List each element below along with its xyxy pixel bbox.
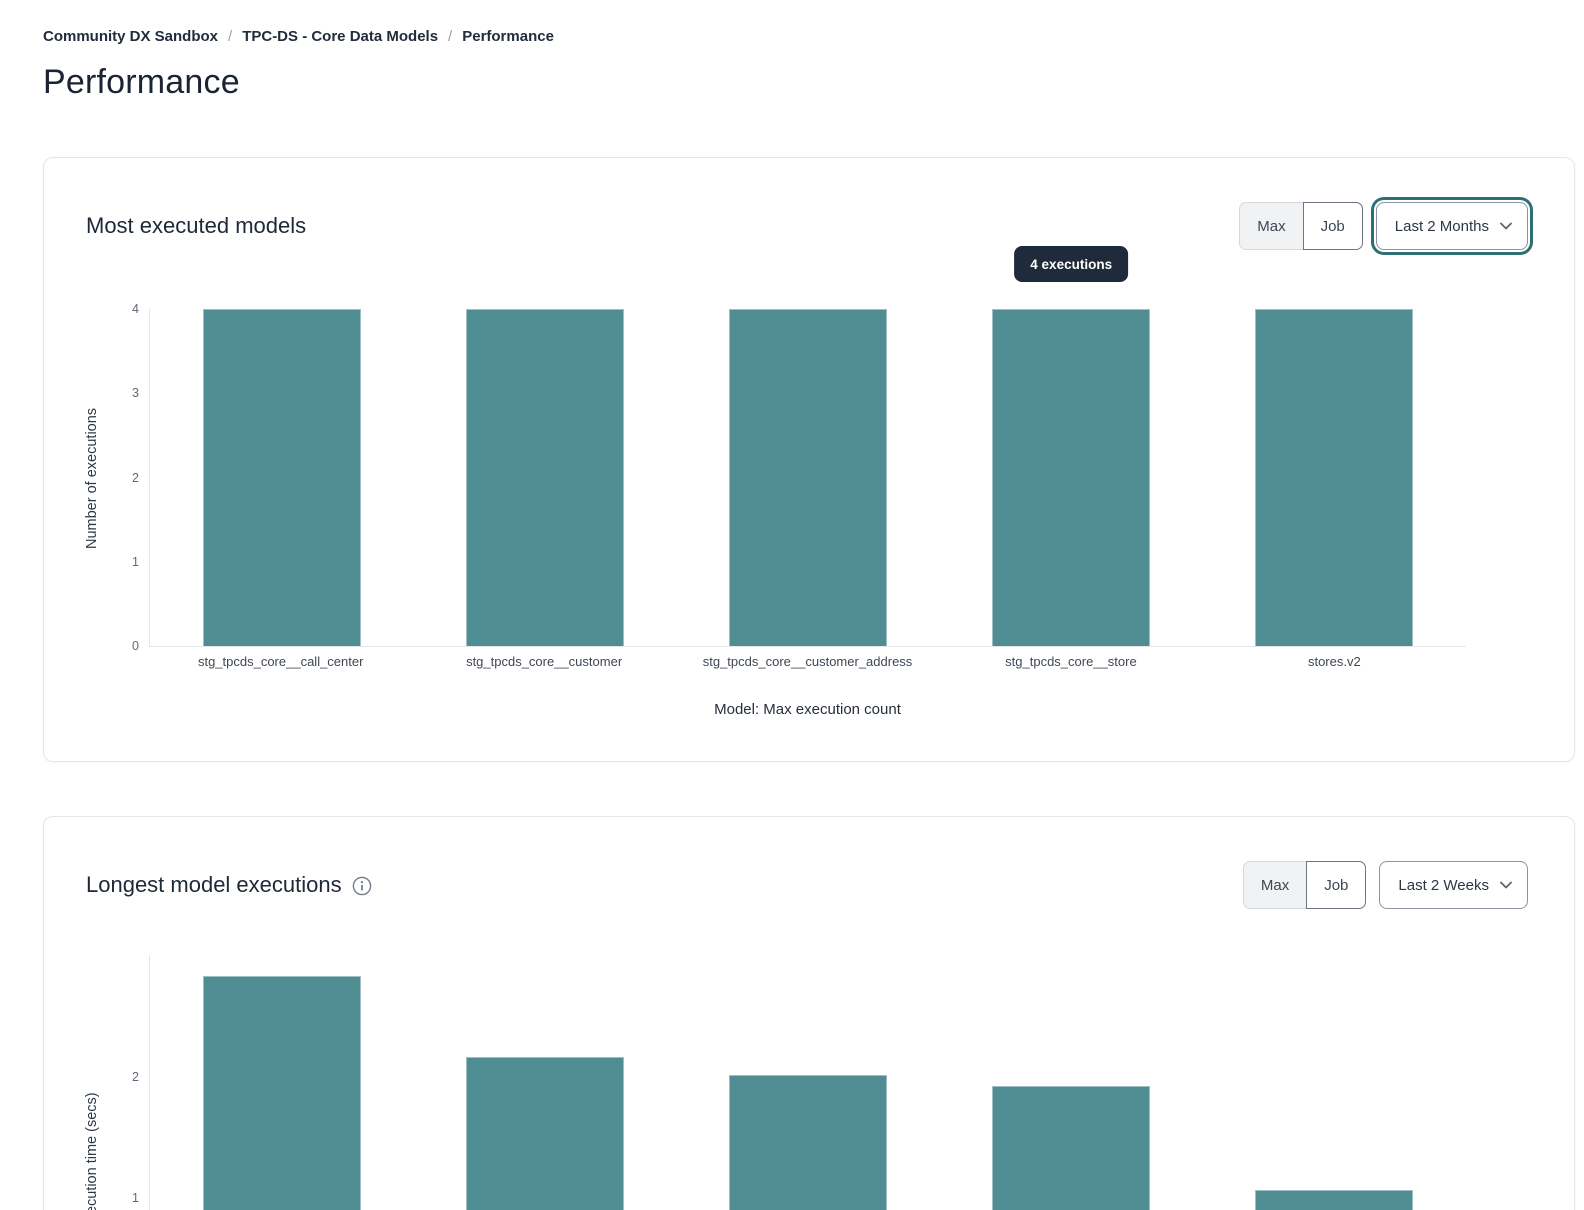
x-category-label: stores.v2 [1307, 654, 1361, 669]
page-title: Performance [43, 63, 240, 101]
max-toggle-button[interactable]: Max [1239, 202, 1303, 250]
card-title-longest-executions: Longest model executions [86, 872, 342, 897]
bar-model-3[interactable] [729, 1075, 887, 1210]
card-header: Most executed models Max Job Last 2 Mont… [44, 158, 1574, 250]
job-toggle-button[interactable]: Job [1302, 202, 1363, 250]
bars-layer [150, 955, 1466, 1210]
card-header: Longest model executions Max Job Last 2 … [44, 817, 1574, 909]
bar-model-1[interactable] [202, 975, 361, 1210]
x-axis-labels: stg_tpcds_core__call_center stg_tpcds_cor… [149, 654, 1466, 669]
plot-area: 0 1 2 3 4 4 executions [132, 246, 1466, 653]
time-range-value: Last 2 Weeks [1398, 876, 1489, 894]
bar-stores.v2[interactable] [1255, 309, 1414, 646]
chart-controls: Max Job Last 2 Months [1239, 202, 1528, 250]
info-icon[interactable] [352, 876, 372, 896]
bars-layer [150, 309, 1466, 646]
breadcrumb-item-data-models[interactable]: TPC-DS - Core Data Models [242, 28, 439, 45]
bar-model-5[interactable] [1255, 1189, 1414, 1210]
bar-stg_tpcds_core__store[interactable] [992, 309, 1151, 646]
bar-cell [1203, 309, 1466, 646]
chevron-down-icon [1500, 222, 1512, 230]
bar-stg_tpcds_core__call_center[interactable] [202, 309, 361, 646]
chevron-down-icon [1500, 881, 1512, 889]
y-axis-title: Execution time (secs) [84, 1092, 100, 1210]
bar-cell [940, 309, 1203, 646]
bar-cell [1203, 955, 1466, 1210]
most-executed-models-card: Most executed models Max Job Last 2 Mont… [43, 157, 1575, 762]
x-axis-title: Model: Max execution count [714, 701, 901, 718]
card-title-most-executed: Most executed models [86, 213, 307, 238]
bar-cell [676, 955, 939, 1210]
max-job-toggle: Max Job [1239, 202, 1363, 250]
x-category-label: stg_tpcds_core__store [1005, 654, 1137, 669]
bar-cell [150, 955, 413, 1210]
y-tick-label: 3 [132, 386, 139, 401]
time-range-dropdown[interactable]: Last 2 Weeks [1379, 861, 1528, 909]
longest-model-executions-card: Longest model executions Max Job Last 2 … [43, 816, 1575, 1210]
y-tick-label: 1 [132, 1191, 139, 1206]
bar-model-2[interactable] [465, 1057, 624, 1210]
chart-controls: Max Job Last 2 Weeks [1242, 861, 1528, 909]
time-range-dropdown[interactable]: Last 2 Months [1375, 202, 1528, 250]
bar-cell [413, 309, 676, 646]
y-axis-ticks: 0 1 2 3 4 [132, 302, 1466, 653]
breadcrumb-item-performance: Performance [462, 28, 554, 45]
bar-stg_tpcds_core__customer_address[interactable] [729, 309, 887, 646]
y-tick-label: 2 [132, 1069, 139, 1084]
breadcrumb: Community DX Sandbox / TPC-DS - Core Dat… [43, 28, 1584, 45]
breadcrumb-separator: / [228, 28, 233, 45]
y-tick-label: 1 [132, 554, 139, 569]
x-category-label: stg_tpcds_core__call_center [197, 654, 364, 669]
job-toggle-button[interactable]: Job [1306, 861, 1367, 909]
y-axis-title: Number of executions [84, 407, 100, 549]
bar-cell [676, 309, 939, 646]
time-range-value: Last 2 Months [1394, 217, 1489, 235]
y-tick-label: 2 [132, 470, 139, 485]
bar-cell [940, 955, 1203, 1210]
x-category-label: stg_tpcds_core__customer [466, 654, 623, 669]
bar-stg_tpcds_core__customer[interactable] [465, 309, 624, 646]
y-tick-label: 4 [132, 302, 139, 316]
max-job-toggle: Max Job [1242, 861, 1367, 909]
bar-cell [150, 309, 413, 646]
chart-tooltip: 4 executions [1014, 246, 1129, 282]
bar-cell [413, 955, 676, 1210]
y-tick-label: 0 [132, 639, 139, 653]
breadcrumb-separator: / [448, 28, 453, 45]
bar-model-4[interactable] [992, 1086, 1151, 1210]
max-toggle-button[interactable]: Max [1242, 861, 1307, 909]
x-category-label: stg_tpcds_core__customer_address [702, 654, 913, 669]
breadcrumb-item-project[interactable]: Community DX Sandbox [43, 28, 219, 45]
